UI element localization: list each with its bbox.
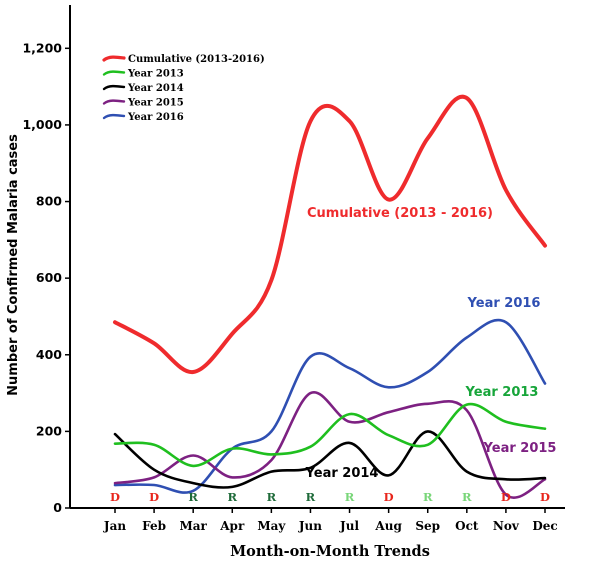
x-tick-label: Aug <box>374 519 402 533</box>
y-tick-label: 0 <box>53 500 62 515</box>
legend-swatch <box>102 99 126 105</box>
season-marker-oct: R <box>462 490 472 504</box>
x-tick-label: Apr <box>219 519 245 533</box>
y-tick-label: 600 <box>36 270 62 285</box>
x-tick-label: Oct <box>455 519 479 533</box>
series-lines <box>113 94 547 499</box>
x-tick-label: May <box>257 519 286 533</box>
x-tick-label: Feb <box>142 519 166 533</box>
legend-label: Cumulative (2013-2016) <box>128 54 265 65</box>
season-marker-sep: R <box>423 490 433 504</box>
series-line-year-2013 <box>113 402 547 468</box>
y-tick-label: 1,200 <box>22 40 62 55</box>
y-tick-label: 400 <box>36 347 62 362</box>
axes <box>69 5 565 509</box>
season-marker-dec: D <box>540 490 550 504</box>
season-marker-mar: R <box>188 490 198 504</box>
legend-swatch <box>102 84 126 91</box>
y-tick-label: 800 <box>36 194 62 209</box>
x-tick-label: Jan <box>103 519 126 533</box>
season-marker-nov: D <box>501 490 511 504</box>
series-line-year-2014 <box>113 430 547 489</box>
season-marker-jun: R <box>306 490 316 504</box>
season-marker-may: R <box>267 490 277 504</box>
x-axis-title: Month-on-Month Trends <box>230 543 430 560</box>
legend-label: Year 2016 <box>127 112 184 123</box>
y-tick-label: 200 <box>36 423 62 438</box>
x-tick-label: Nov <box>493 519 520 533</box>
x-tick-label: Dec <box>532 519 557 533</box>
season-marker-jan: D <box>110 490 120 504</box>
series-line-cumulative <box>113 94 547 374</box>
legend-item: Year 2014 <box>102 83 184 94</box>
y-axis-title: Number of Confirmed Malaria cases <box>6 134 21 396</box>
x-tick-label: Jun <box>298 519 322 533</box>
series-line-year-2016 <box>113 318 547 494</box>
x-axis-ticks: Jan Feb Mar Apr May Jun Jul Aug Sep Oct Nov Dec <box>103 508 558 533</box>
series-label-2: Year 2014 <box>305 466 379 481</box>
season-marker-apr: R <box>227 490 237 504</box>
series-label-0: Cumulative (2013 - 2016) <box>307 206 493 221</box>
series-label-4: Year 2016 <box>467 296 541 311</box>
legend-swatch <box>102 113 126 120</box>
series-label-1: Year 2013 <box>465 385 539 400</box>
season-marker-feb: D <box>149 490 159 504</box>
legend-item: Year 2015 <box>102 98 184 109</box>
legend-label: Year 2014 <box>127 83 184 94</box>
legend-item: Year 2013 <box>102 69 184 80</box>
legend-label: Year 2013 <box>127 69 184 80</box>
x-tick-label: Mar <box>179 519 207 533</box>
series-line-year-2015 <box>113 391 547 499</box>
legend-swatch <box>102 55 126 62</box>
x-tick-label: Jul <box>339 519 359 533</box>
legend-swatch <box>102 70 126 76</box>
series-labels: Cumulative (2013 - 2016) Year 2013 Year 20… <box>305 206 557 481</box>
season-marker-aug: D <box>384 490 394 504</box>
y-tick-label: 1,000 <box>22 117 62 132</box>
legend-item: Year 2016 <box>102 112 184 123</box>
legend-label: Year 2015 <box>127 98 184 109</box>
legend: Cumulative (2013-2016) Year 2013 Year 2014… <box>102 54 265 123</box>
y-axis-ticks: 0 200 400 600 800 1,000 1,200 <box>22 40 70 515</box>
season-marker-jul: R <box>345 490 355 504</box>
series-label-3: Year 2015 <box>483 441 557 456</box>
legend-item: Cumulative (2013-2016) <box>102 54 265 65</box>
x-tick-label: Sep <box>415 519 440 533</box>
